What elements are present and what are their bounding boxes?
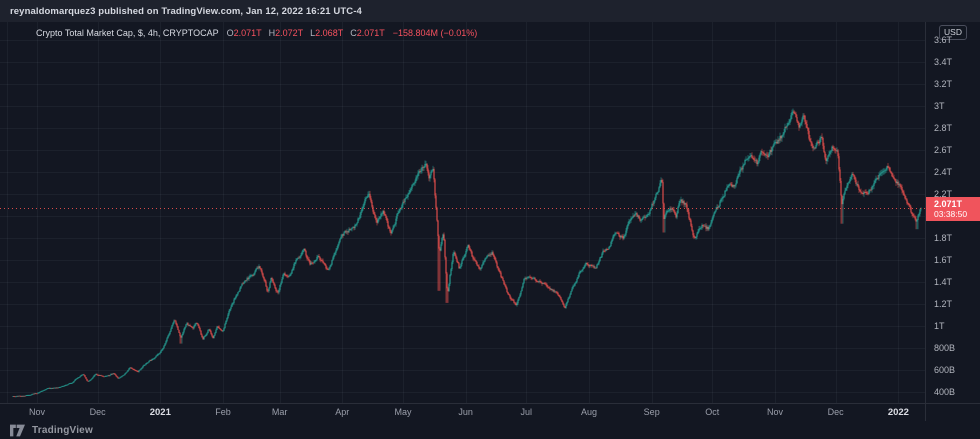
ohlc-values: O2.071T H2.072T L2.068T C2.071T bbox=[227, 28, 385, 39]
time-label-Dec: Dec bbox=[89, 407, 106, 417]
price-label-1T: 1T bbox=[934, 321, 945, 331]
bar-countdown: 03:38:50 bbox=[934, 209, 968, 220]
time-label-Dec: Dec bbox=[827, 407, 844, 417]
time-label-Mar: Mar bbox=[271, 407, 288, 417]
time-label-Aug: Aug bbox=[580, 407, 598, 417]
ohlc-O: O2.071T bbox=[226, 28, 262, 38]
price-label-2.6T: 2.6T bbox=[934, 145, 953, 155]
symbol-title[interactable]: Crypto Total Market Cap, $, 4h, CRYPTOCA… bbox=[36, 28, 219, 38]
axis-corner bbox=[925, 403, 980, 421]
ohlc-L: L2.068T bbox=[310, 28, 344, 38]
last-price-label: 2.071T 03:38:50 bbox=[926, 197, 980, 222]
price-label-1.4T: 1.4T bbox=[934, 277, 953, 287]
publish-info-bar: reynaldomarquez3 published on TradingVie… bbox=[0, 0, 980, 22]
time-label-2021: 2021 bbox=[149, 407, 171, 418]
time-label-Sep: Sep bbox=[643, 407, 660, 417]
time-label-Jul: Jul bbox=[520, 407, 533, 417]
time-label-Jun: Jun bbox=[458, 407, 473, 417]
price-label-2.8T: 2.8T bbox=[934, 123, 953, 133]
time-label-Oct: Oct bbox=[705, 407, 720, 417]
price-label-1.2T: 1.2T bbox=[934, 299, 953, 309]
time-label-Feb: Feb bbox=[215, 407, 231, 417]
ohlc-H: H2.072T bbox=[268, 28, 304, 38]
last-price-value: 2.071T bbox=[934, 199, 963, 210]
price-label-2.2T: 2.2T bbox=[934, 189, 953, 199]
currency-usd-button[interactable]: USD bbox=[939, 25, 967, 40]
price-label-2.4T: 2.4T bbox=[934, 167, 953, 177]
price-label-1.6T: 1.6T bbox=[934, 255, 953, 265]
change-value: −158.804M (−0.01%) bbox=[392, 28, 478, 38]
time-label-Nov: Nov bbox=[766, 407, 784, 417]
price-label-1.8T: 1.8T bbox=[934, 233, 953, 243]
chart-pane[interactable]: Crypto Total Market Cap, $, 4h, CRYPTOCA… bbox=[0, 22, 925, 403]
ohlc-C: C2.071T bbox=[350, 28, 385, 38]
chart-legend[interactable]: Crypto Total Market Cap, $, 4h, CRYPTOCA… bbox=[36, 28, 477, 39]
price-label-3.4T: 3.4T bbox=[934, 57, 953, 67]
time-axis[interactable]: Nov Dec 2021 Feb Mar Apr May Jun Jul Aug Sep Oct Nov… bbox=[0, 403, 980, 421]
price-label-3.6T: 3.6T bbox=[934, 35, 953, 45]
time-label-Apr: Apr bbox=[335, 407, 350, 417]
price-label-3T: 3T bbox=[934, 101, 945, 111]
candlestick-canvas[interactable] bbox=[0, 22, 925, 403]
price-label-3.2T: 3.2T bbox=[934, 79, 953, 89]
footer: TradingView bbox=[0, 421, 980, 439]
price-axis[interactable]: USD 2.071T 03:38:50 3.6T 3.4T 3.2T 3T 2.8T 2.… bbox=[925, 22, 980, 403]
tradingview-brand[interactable]: TradingView bbox=[32, 424, 93, 436]
time-label-May: May bbox=[394, 407, 412, 417]
time-label-Nov: Nov bbox=[28, 407, 46, 417]
time-label-2022: 2022 bbox=[887, 407, 909, 418]
price-label-800B: 800B bbox=[934, 343, 956, 353]
price-label-600B: 600B bbox=[934, 365, 956, 375]
publish-info-text: reynaldomarquez3 published on TradingVie… bbox=[10, 5, 362, 17]
price-label-400B: 400B bbox=[934, 387, 956, 397]
tradingview-logo-icon[interactable] bbox=[10, 424, 25, 437]
